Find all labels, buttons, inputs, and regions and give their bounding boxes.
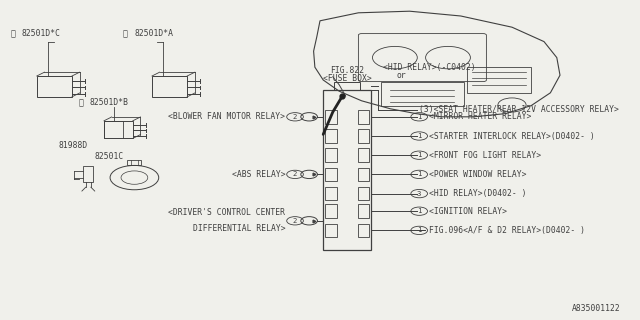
Text: 1: 1 xyxy=(417,114,422,120)
Text: 1: 1 xyxy=(417,133,422,139)
Text: A835001122: A835001122 xyxy=(572,304,621,313)
Text: 82501D*B: 82501D*B xyxy=(90,98,129,107)
Bar xyxy=(325,223,337,237)
Text: 1: 1 xyxy=(417,208,422,214)
Bar xyxy=(104,121,133,138)
Bar xyxy=(37,76,72,97)
Bar xyxy=(323,90,371,250)
Bar xyxy=(83,166,93,182)
Text: <FRONT FOG LIGHT RELAY>: <FRONT FOG LIGHT RELAY> xyxy=(429,151,541,160)
Text: ②: ② xyxy=(79,98,84,107)
Bar xyxy=(358,110,369,124)
Text: <HID RELAY>(-C0402): <HID RELAY>(-C0402) xyxy=(383,63,476,72)
Bar xyxy=(467,67,531,93)
Text: (3)<SEAT HEATER/REAR 12V ACCESSORY RELAY>: (3)<SEAT HEATER/REAR 12V ACCESSORY RELAY… xyxy=(419,105,618,114)
Bar xyxy=(358,204,369,218)
Text: 81988D: 81988D xyxy=(59,141,88,150)
Text: 2: 2 xyxy=(292,114,298,120)
Bar xyxy=(325,148,337,162)
Bar xyxy=(358,129,369,143)
Text: DIFFERENTIAL RELAY>: DIFFERENTIAL RELAY> xyxy=(193,224,285,233)
Text: 82501D*C: 82501D*C xyxy=(21,29,60,38)
Text: 2: 2 xyxy=(292,218,298,224)
Text: 2: 2 xyxy=(292,172,298,177)
Text: <STARTER INTERLOCK RELAY>(D0402- ): <STARTER INTERLOCK RELAY>(D0402- ) xyxy=(429,132,595,140)
Text: ①: ① xyxy=(10,29,15,38)
Text: FIG.822: FIG.822 xyxy=(330,66,364,75)
Bar xyxy=(358,223,369,237)
Text: 1: 1 xyxy=(417,228,422,233)
Text: or: or xyxy=(397,71,406,80)
Text: 1: 1 xyxy=(417,152,422,158)
Text: 82501C: 82501C xyxy=(95,152,124,161)
Text: <ABS RELAY>: <ABS RELAY> xyxy=(232,170,285,179)
Bar xyxy=(358,148,369,162)
Text: <MIRROR HEATER RELAY>: <MIRROR HEATER RELAY> xyxy=(429,112,531,121)
Text: FIG.096<A/F & D2 RELAY>(D0402- ): FIG.096<A/F & D2 RELAY>(D0402- ) xyxy=(429,226,585,235)
Bar xyxy=(358,187,369,200)
Text: <DRIVER'S CONTROL CENTER: <DRIVER'S CONTROL CENTER xyxy=(168,208,285,217)
Bar xyxy=(325,110,337,124)
Bar xyxy=(325,187,337,200)
Bar xyxy=(325,204,337,218)
Text: 3: 3 xyxy=(417,191,422,196)
Text: <BLOWER FAN MOTOR RELAY>: <BLOWER FAN MOTOR RELAY> xyxy=(168,112,285,121)
Bar xyxy=(358,168,369,181)
Text: <HID RELAY>(D0402- ): <HID RELAY>(D0402- ) xyxy=(429,189,526,198)
Text: 82501D*A: 82501D*A xyxy=(134,29,173,38)
Bar xyxy=(381,82,464,106)
Text: <FUSE BOX>: <FUSE BOX> xyxy=(323,74,372,83)
Bar xyxy=(127,160,141,165)
Text: ③: ③ xyxy=(122,29,127,38)
Bar xyxy=(325,168,337,181)
Bar xyxy=(334,82,360,90)
Text: <IGNITION RELAY>: <IGNITION RELAY> xyxy=(429,207,507,216)
Bar xyxy=(152,76,188,97)
Bar xyxy=(325,129,337,143)
Text: 1: 1 xyxy=(417,172,422,177)
Text: <POWER WINDOW RELAY>: <POWER WINDOW RELAY> xyxy=(429,170,526,179)
